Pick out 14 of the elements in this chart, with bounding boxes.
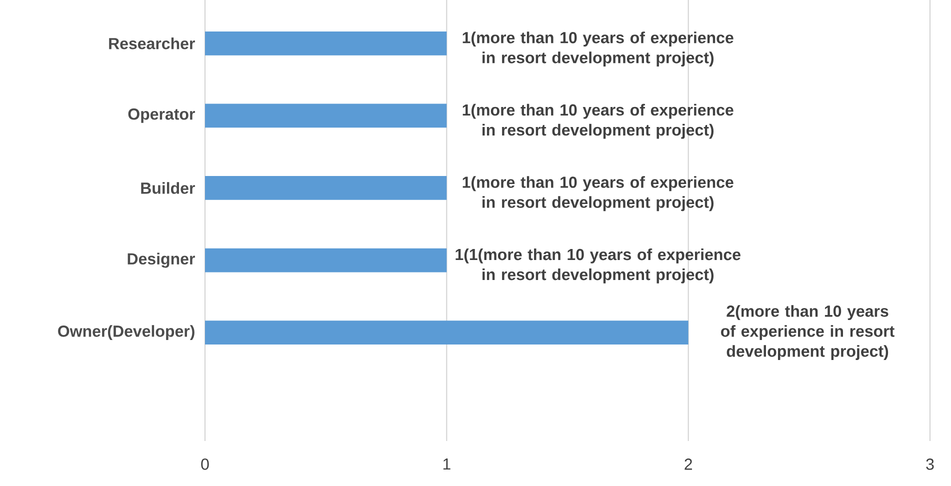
data-label: 1(1(more than 10 years of experience in resort development project) <box>456 248 740 284</box>
y-tick-label: Owner(Developer) <box>58 325 194 340</box>
data-label: 1(more than 10 years of experience in resort development project) <box>462 176 734 212</box>
x-tick-label: 2 <box>684 458 692 470</box>
y-tick-label: Researcher <box>109 38 195 50</box>
x-tick-label: 0 <box>201 458 209 470</box>
y-tick-label: Designer <box>128 252 195 268</box>
x-tick-label: 3 <box>926 458 934 470</box>
y-tick-label: Builder <box>141 182 195 194</box>
y-tick-label: Operator <box>128 108 195 123</box>
data-label: 1(more than 10 years of experience in resort development project) <box>462 32 734 67</box>
data-label: 1(more than 10 years of experience in resort development project) <box>462 104 734 139</box>
x-tick-label: 1 <box>443 458 450 470</box>
data-label: 2(more than 10 years of experience in resort development project) <box>721 305 894 360</box>
